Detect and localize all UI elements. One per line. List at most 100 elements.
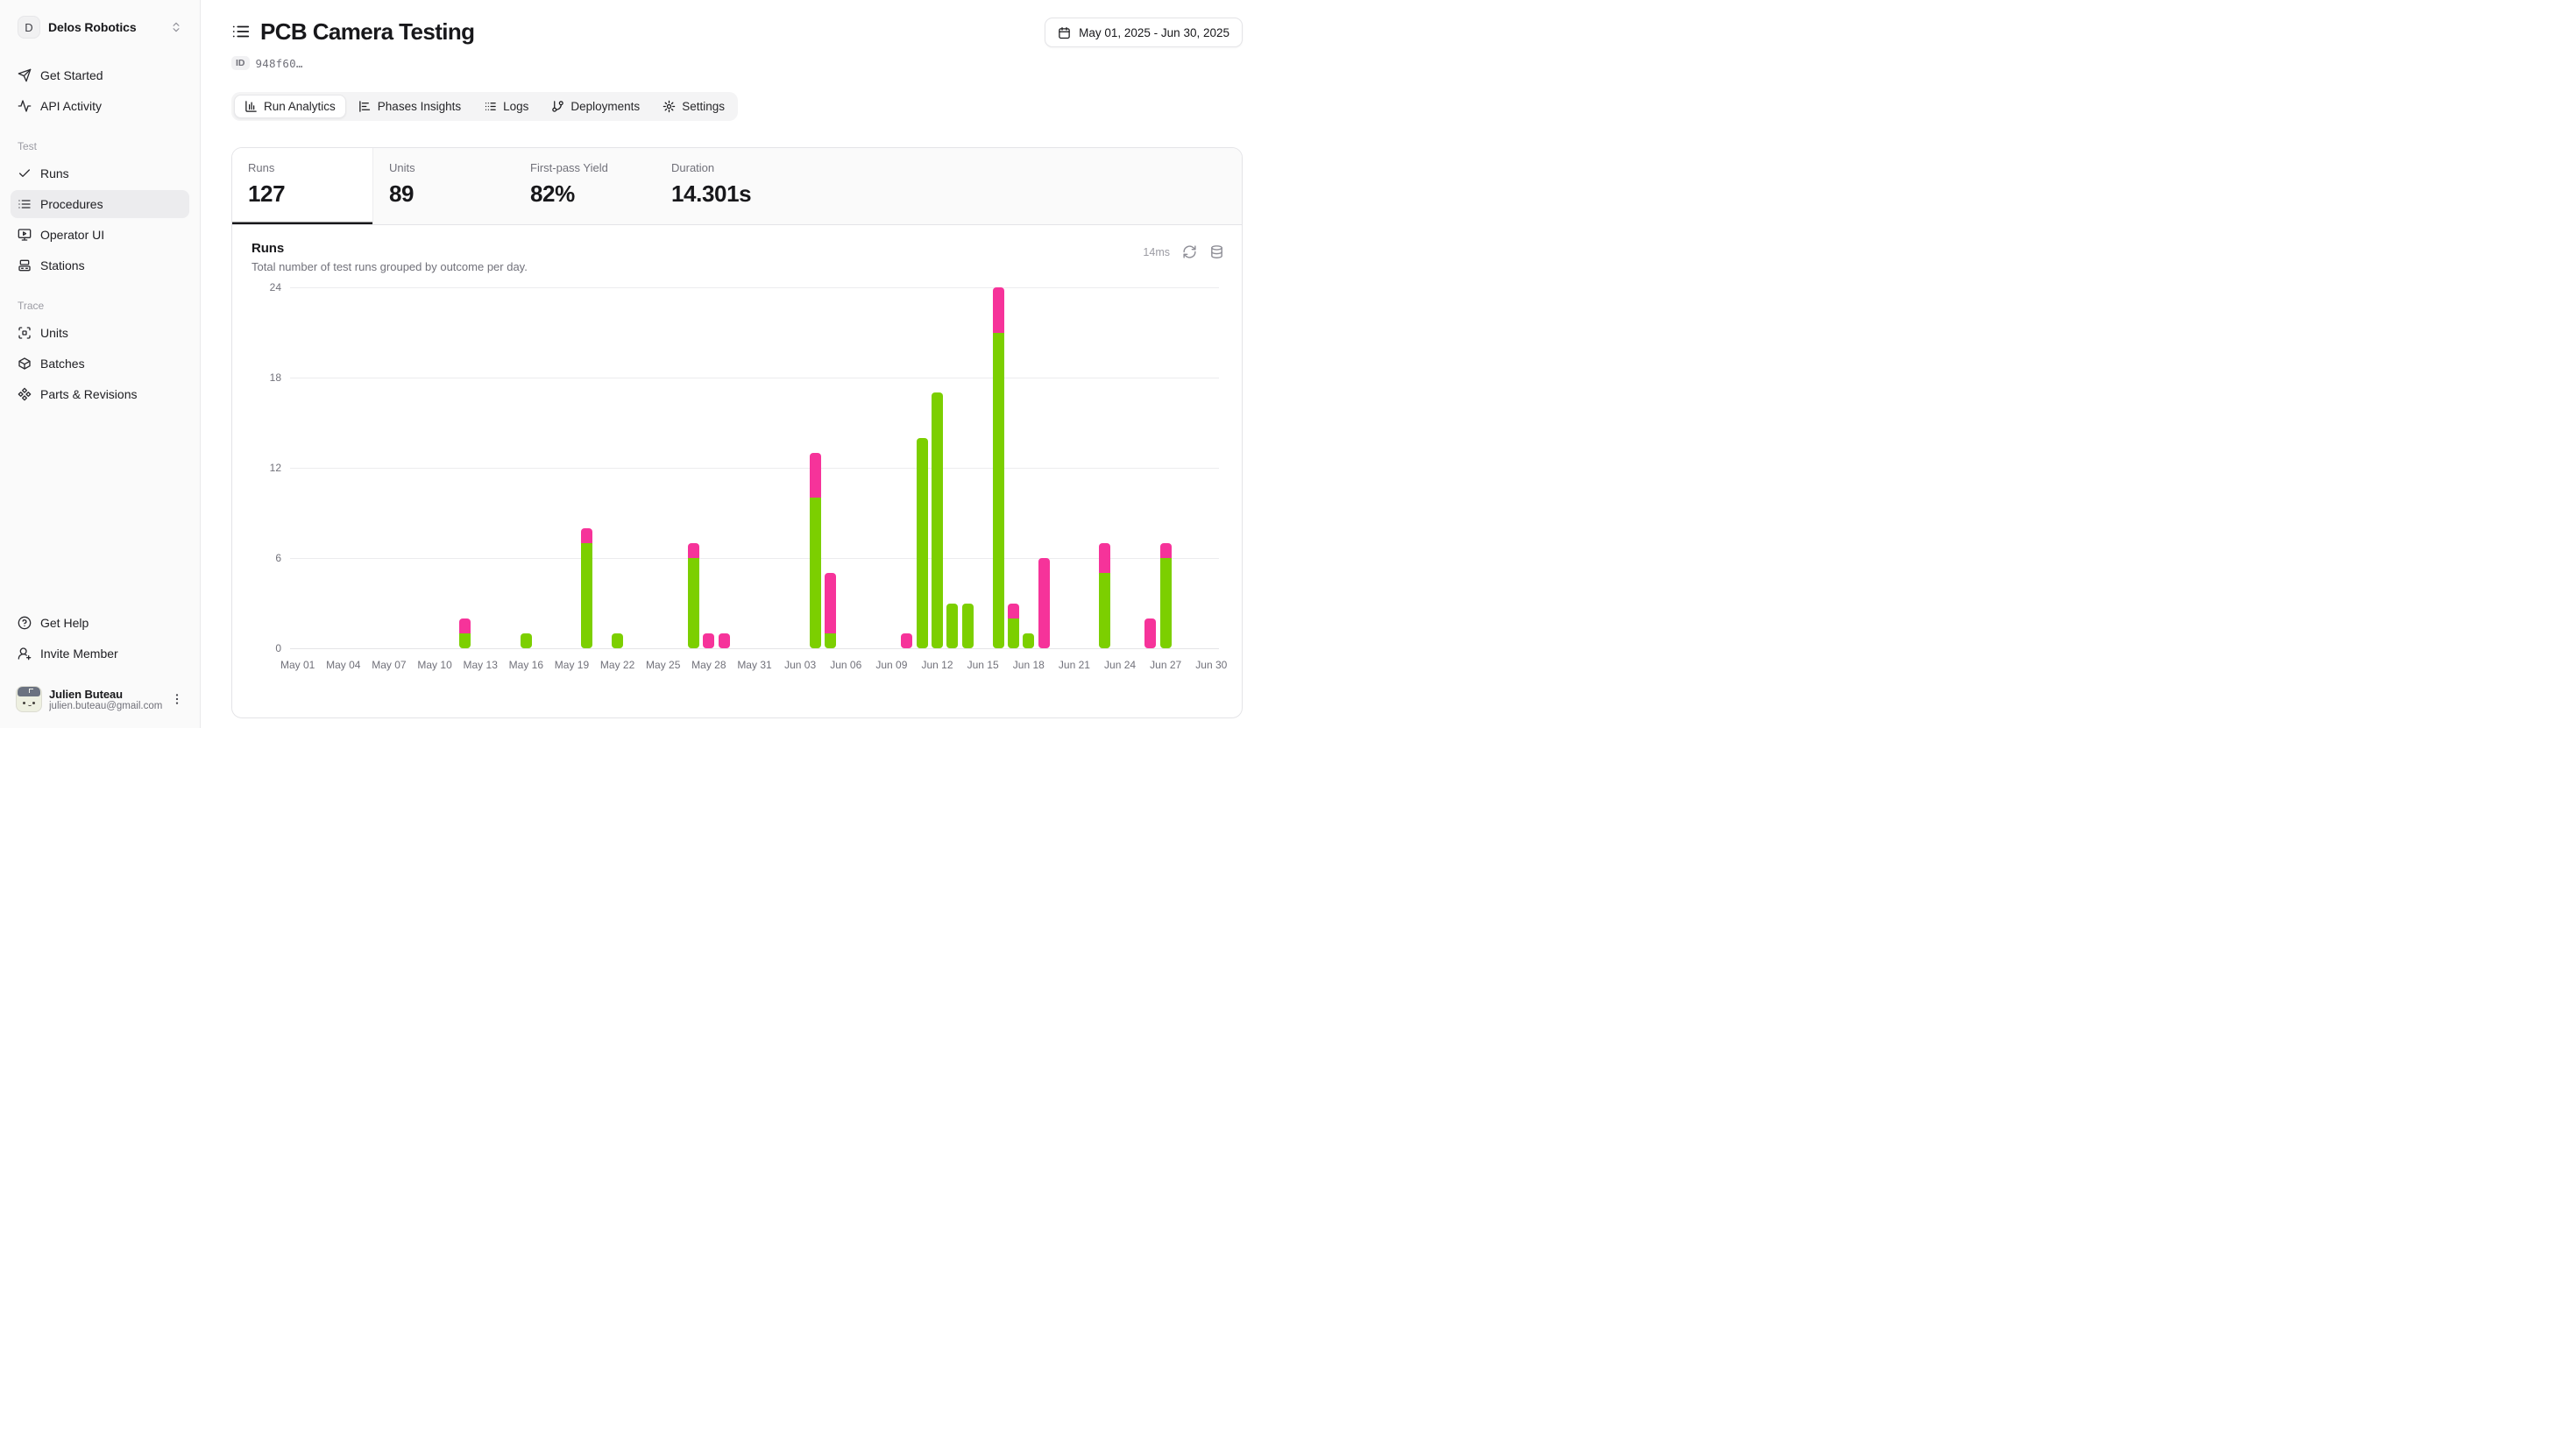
y-axis-tick: 12 (269, 462, 281, 474)
sidebar-item-label: Batches (40, 357, 85, 371)
stat-tab-runs[interactable]: Runs 127 (232, 148, 373, 224)
main-content: PCB Camera Testing May 01, 2025 - Jun 30… (201, 0, 1276, 728)
sidebar-item-label: Stations (40, 258, 85, 272)
x-axis-tick: May 13 (463, 659, 498, 671)
date-range-button[interactable]: May 01, 2025 - Jun 30, 2025 (1045, 18, 1243, 47)
tab-label: Deployments (570, 100, 641, 113)
sidebar-item-label: Invite Member (40, 647, 118, 661)
bar-jun-18[interactable] (1023, 633, 1035, 648)
bar-jun-19[interactable] (1038, 558, 1050, 648)
tab-phases-insights[interactable]: Phases Insights (348, 95, 471, 118)
bar-segment-fail (459, 618, 471, 633)
bar-jun-13[interactable] (946, 603, 959, 648)
sidebar-item-operator-ui[interactable]: Operator UI (11, 221, 189, 249)
bar-segment-fail (1007, 603, 1019, 618)
bar-jun-12[interactable] (932, 392, 944, 648)
sidebar-item-runs[interactable]: Runs (11, 159, 189, 187)
sidebar-item-get-started[interactable]: Get Started (11, 61, 189, 89)
bar-segment-pass (946, 603, 959, 648)
tab-label: Logs (503, 100, 529, 113)
sidebar-item-batches[interactable]: Batches (11, 350, 189, 378)
bar-jun-17[interactable] (1007, 603, 1019, 649)
sidebar-item-procedures[interactable]: Procedures (11, 190, 189, 218)
org-switcher[interactable]: D Delos Robotics (11, 12, 189, 42)
tab-logs[interactable]: Logs (473, 95, 539, 118)
bar-may-22[interactable] (612, 633, 624, 648)
bar-may-16[interactable] (520, 633, 532, 648)
bar-segment-pass (825, 633, 837, 648)
bar-jun-23[interactable] (1099, 542, 1111, 648)
x-axis-tick: May 31 (737, 659, 772, 671)
user-plus-icon (18, 647, 32, 661)
bar-segment-pass (1159, 557, 1172, 648)
x-axis-tick: Jun 24 (1104, 659, 1137, 671)
y-axis-tick: 24 (269, 281, 281, 293)
bar-may-28[interactable] (703, 633, 715, 648)
runs-bar-chart: 0 6 12 18 24 May 01 May 04 May 07 May 10 May 13 Ma… (252, 281, 1228, 680)
tab-label: Phases Insights (377, 100, 462, 113)
sidebar-item-units[interactable]: Units (11, 319, 189, 347)
bar-segment-fail (581, 527, 593, 543)
sidebar-item-label: Get Started (40, 68, 103, 82)
stat-value: 89 (389, 180, 415, 207)
tab-deployments[interactable]: Deployments (541, 95, 650, 118)
id-badge: ID (231, 56, 250, 70)
activity-icon (18, 99, 32, 113)
bar-may-12[interactable] (459, 618, 471, 648)
stat-tab-first-pass-yield[interactable]: First-pass Yield 82% (514, 148, 655, 224)
sidebar-item-get-help[interactable]: Get Help (11, 609, 189, 637)
sidebar-item-stations[interactable]: Stations (11, 251, 189, 279)
bar-segment-pass (459, 633, 471, 648)
id-value[interactable]: 948f60… (255, 56, 303, 70)
bar-jun-11[interactable] (916, 437, 928, 648)
sidebar-item-label: Get Help (40, 616, 89, 630)
x-axis-tick: Jun 21 (1058, 659, 1090, 671)
bar-may-29[interactable] (718, 633, 730, 648)
refresh-icon[interactable] (1182, 244, 1197, 259)
bar-jun-16[interactable] (992, 287, 1004, 648)
sidebar-item-label: API Activity (40, 99, 103, 113)
org-avatar: D (18, 16, 40, 39)
x-axis-tick: May 04 (326, 659, 361, 671)
database-icon[interactable] (1209, 244, 1224, 259)
tab-settings[interactable]: Settings (652, 95, 735, 118)
bar-jun-14[interactable] (961, 603, 974, 648)
x-axis-tick: Jun 30 (1195, 659, 1228, 671)
bar-segment-fail (703, 633, 715, 648)
sidebar-section-label: Trace (18, 300, 45, 312)
bar-jun-04[interactable] (810, 452, 821, 648)
gridline-y-6 (290, 558, 1219, 559)
stat-tab-units[interactable]: Units 89 (373, 148, 514, 224)
user-menu[interactable]: Julien Buteau julien.buteau@gmail.com (11, 682, 189, 716)
more-vertical-icon[interactable] (170, 692, 184, 706)
stat-tab-duration[interactable]: Duration 14.301s (655, 148, 797, 224)
bar-may-27[interactable] (687, 542, 699, 648)
bar-may-20[interactable] (581, 527, 593, 648)
bar-segment-fail (1144, 618, 1157, 648)
gridline-y-24 (290, 287, 1219, 288)
y-axis-tick: 18 (269, 371, 281, 384)
stat-value: 127 (248, 180, 286, 207)
list-icon (18, 197, 32, 211)
chevrons-up-down-icon (170, 21, 182, 33)
bar-segment-pass (1007, 618, 1019, 648)
x-axis-tick: May 07 (372, 659, 407, 671)
sidebar-nav-top: Get Started API Activity (11, 61, 189, 123)
bar-jun-10[interactable] (901, 633, 913, 648)
sidebar-section-test: Runs Procedures Operator UI Stations (11, 159, 189, 282)
sidebar-item-parts-revisions[interactable]: Parts & Revisions (11, 380, 189, 408)
tab-run-analytics[interactable]: Run Analytics (234, 95, 346, 118)
sidebar-item-invite-member[interactable]: Invite Member (11, 640, 189, 668)
bar-segment-fail (687, 542, 699, 558)
bar-segment-fail (718, 633, 730, 648)
bar-jun-27[interactable] (1159, 542, 1172, 648)
bar-segment-pass (916, 437, 928, 648)
bar-jun-26[interactable] (1144, 618, 1157, 648)
bar-jun-05[interactable] (825, 573, 837, 648)
sidebar-item-api-activity[interactable]: API Activity (11, 92, 189, 120)
stat-label: Runs (248, 161, 275, 174)
chart-section: Runs Total number of test runs grouped b… (232, 225, 1242, 680)
monitor-play-icon (18, 228, 32, 242)
x-axis-tick: Jun 06 (830, 659, 862, 671)
date-range-label: May 01, 2025 - Jun 30, 2025 (1079, 25, 1229, 39)
